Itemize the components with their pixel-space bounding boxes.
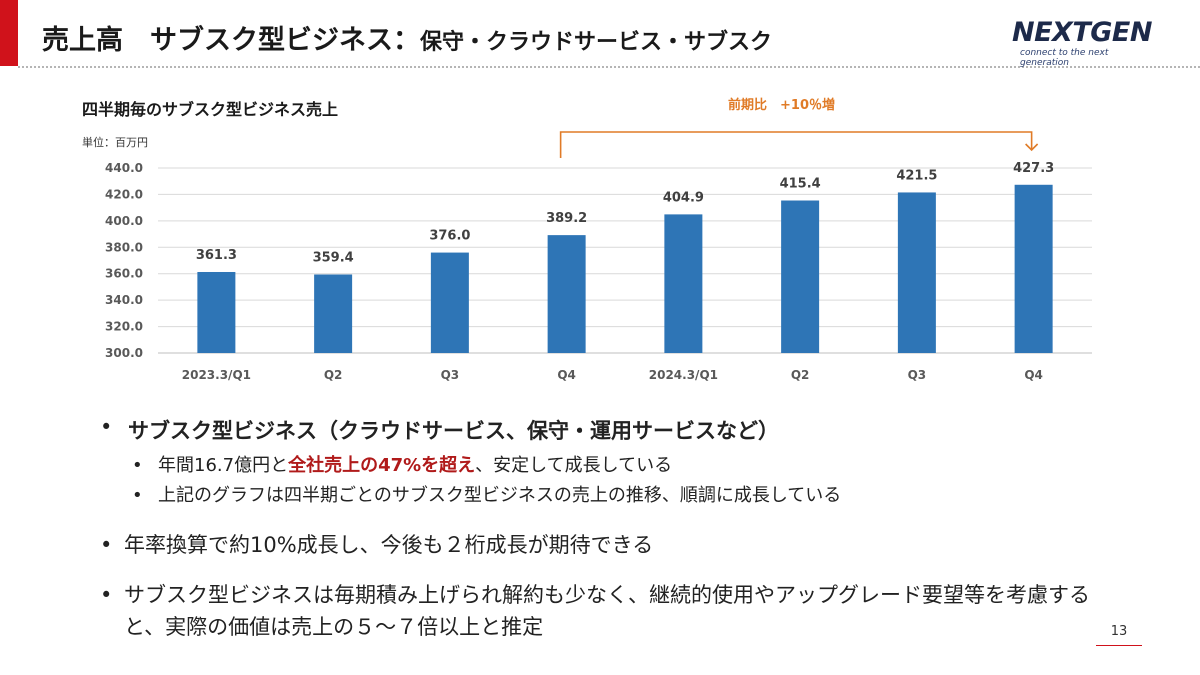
x-tick-label: Q3: [908, 368, 927, 382]
page-number-underline: [1096, 645, 1142, 646]
highlight-share-text: 全社売上の47%を超え: [288, 455, 476, 476]
bullet-annual-growth: 年率換算で約10%成長し、今後も２桁成長が期待できる: [96, 529, 1116, 561]
bullet-value-estimate: サブスク型ビジネスは毎期積み上げられ解約も少なく、継続的使用やアップグレード要望…: [96, 579, 1116, 643]
page-title-main: 売上高 サブスク型ビジネス：: [42, 25, 420, 56]
bar-value-label: 359.4: [313, 251, 354, 266]
y-tick-label: 320.0: [105, 320, 143, 334]
y-tick-label: 380.0: [105, 240, 143, 254]
bar: [314, 274, 353, 353]
logo-wordmark: NEXTGEN: [1012, 17, 1152, 48]
bar-value-label: 376.0: [429, 229, 470, 244]
bar: [664, 214, 703, 353]
chart-unit-label: 単位：百万円: [82, 136, 148, 149]
bullet-subscription-business: サブスク型ビジネス（クラウドサービス、保守・運用サービスなど）: [96, 415, 1116, 445]
growth-annotation-label: 前期比 +10％増: [728, 98, 835, 113]
bar: [1014, 184, 1053, 353]
chart-title: 四半期毎のサブスク型ビジネス売上: [82, 100, 339, 119]
bar-value-label: 427.3: [1013, 161, 1054, 176]
bar: [547, 235, 586, 353]
y-tick-label: 400.0: [105, 214, 143, 228]
x-tick-label: Q3: [441, 368, 460, 382]
bar: [897, 192, 936, 353]
x-tick-label: Q4: [557, 368, 576, 382]
bar-value-label: 361.3: [196, 248, 237, 263]
growth-bracket-arrowhead: [1025, 143, 1039, 152]
header-accent-bar: [0, 0, 18, 66]
header-divider: [18, 66, 1200, 68]
bar: [781, 200, 820, 353]
y-tick-label: 440.0: [105, 161, 143, 175]
page-title: 売上高 サブスク型ビジネス：保守・クラウドサービス・サブスク: [42, 18, 772, 57]
y-tick-label: 420.0: [105, 187, 143, 201]
x-tick-label: Q2: [324, 368, 343, 382]
sub-bullet-annual-revenue-start: 年間16.7億円と: [158, 455, 289, 476]
x-tick-label: Q2: [791, 368, 810, 382]
sub-bullet-annual-revenue-end: 、安定して成長している: [475, 455, 673, 476]
bar: [430, 252, 469, 353]
bar-value-label: 415.4: [780, 177, 821, 192]
bar-value-label: 404.9: [663, 190, 704, 205]
bar: [197, 271, 236, 353]
sub-bullet-annual-revenue: 年間16.7億円と全社売上の47%を超え、安定して成長している: [96, 451, 1116, 481]
y-tick-label: 300.0: [105, 346, 143, 360]
bar-value-label: 389.2: [546, 211, 587, 226]
x-tick-label: Q4: [1024, 368, 1043, 382]
y-tick-label: 340.0: [105, 293, 143, 307]
bullet-list: サブスク型ビジネス（クラウドサービス、保守・運用サービスなど） 年間16.7億円…: [96, 415, 1116, 643]
logo-tagline: connect to the next generation: [1020, 48, 1109, 68]
y-tick-label: 360.0: [105, 267, 143, 281]
company-logo: NEXTGEN connect to the next generation: [1012, 17, 1152, 69]
x-tick-label: 2023.3/Q1: [182, 368, 251, 382]
page-title-sub: 保守・クラウドサービス・サブスク: [420, 30, 773, 55]
bar-value-label: 421.5: [896, 168, 937, 183]
page-number: 13: [1110, 624, 1128, 639]
x-tick-label: 2024.3/Q1: [649, 368, 718, 382]
growth-bracket: [559, 131, 1033, 158]
sub-bullet-graph-description: 上記のグラフは四半期ごとのサブスク型ビジネスの売上の推移、順調に成長している: [96, 481, 1116, 511]
